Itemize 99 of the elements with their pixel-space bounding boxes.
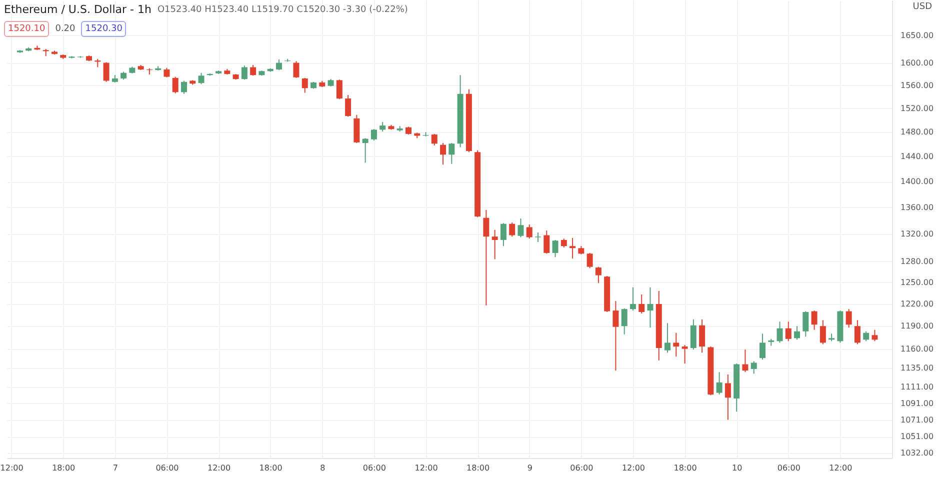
x-tick-label: 9: [527, 464, 532, 472]
y-tick-label: 1560.00: [900, 80, 934, 90]
x-tick-label: 7: [112, 464, 118, 472]
candlestick: [690, 318, 696, 350]
candlestick: [172, 76, 178, 94]
candlestick: [630, 286, 636, 312]
candlestick: [750, 360, 757, 374]
y-tick-label: 1135.00: [900, 364, 934, 373]
candlestick: [664, 322, 671, 354]
y-tick-label: 1220.00: [900, 299, 934, 308]
y-tick-label: 1280.00: [900, 256, 934, 266]
x-tick-label: 18:00: [52, 464, 76, 472]
x-tick-label: 12:00: [0, 464, 24, 472]
x-tick-label: 06:00: [777, 464, 800, 472]
y-tick-label: 1051.00: [900, 432, 934, 442]
y-axis-title: USD: [912, 2, 932, 12]
candlestick: [811, 310, 818, 330]
candlestick: [492, 229, 498, 260]
annotation: 1520.10: [4, 21, 50, 37]
candlestick: [682, 344, 688, 364]
annotation: 1520.30: [81, 21, 126, 37]
candlestick: [276, 58, 282, 71]
candlestick: [181, 80, 187, 94]
candlestick: [509, 222, 516, 238]
x-tick-label: 06:00: [362, 464, 386, 472]
candlestick: [535, 232, 541, 243]
annotation: O1523.40 H1523.40 L1519.70 C1520.30 -3.30 (-0.22%): [157, 4, 408, 17]
candlestick: [362, 138, 368, 164]
candlestick: [724, 374, 731, 420]
candlestick: [759, 333, 766, 360]
y-tick-label: 1250.00: [900, 278, 934, 287]
y-tick-label: 1650.00: [900, 30, 934, 40]
candlestick: [345, 94, 352, 118]
candlestick: [302, 77, 308, 94]
candlestick: [526, 224, 532, 240]
candlestick: [500, 222, 506, 247]
y-tick-label: 1190.00: [900, 322, 934, 331]
candlestick: [250, 64, 256, 76]
y-tick-label: 1071.00: [900, 415, 934, 424]
candlestick: [820, 320, 826, 345]
y-tick-label: 1360.00: [900, 202, 934, 212]
x-tick-label: 18:00: [259, 464, 282, 472]
candlestick: [570, 237, 576, 259]
candlestick: [448, 142, 455, 164]
candlestick: [647, 286, 654, 328]
y-tick-label: 1320.00: [900, 229, 934, 238]
x-tick-label: 12:00: [414, 464, 438, 472]
y-tick-label: 1400.00: [900, 177, 934, 186]
y-tick-label: 1520.00: [900, 104, 934, 113]
candlestick: [846, 308, 852, 328]
candlestick: [544, 230, 550, 254]
chart-title: Ethereum / U.S. Dollar - 1h: [4, 3, 152, 17]
x-tick-label: 18:00: [466, 464, 490, 472]
candlestick: [872, 329, 878, 342]
candlestick: [785, 321, 792, 342]
candlestick: [699, 318, 706, 354]
candlestick: [552, 239, 558, 258]
y-tick-label: 1032.00: [900, 448, 934, 458]
candlestick: [370, 128, 377, 142]
candlestick: [241, 65, 248, 80]
x-tick-label: 12:00: [622, 464, 646, 472]
candlestick: [164, 67, 170, 78]
y-tick-label: 1440.00: [900, 152, 934, 161]
candlestick: [854, 320, 860, 345]
candlestick: [638, 294, 645, 314]
candlestick: [431, 133, 438, 146]
y-tick-label: 1091.00: [900, 398, 934, 408]
x-tick-label: 10: [732, 464, 742, 472]
candlestick: [518, 218, 524, 238]
candlestick: [440, 142, 446, 166]
candlestick: [293, 60, 300, 78]
candlestick: [336, 79, 342, 100]
candlestick: [802, 310, 809, 338]
candlestick: [595, 266, 602, 284]
candlestick: [776, 321, 783, 344]
y-tick-label: 1111.00: [900, 382, 934, 392]
candlestick: [863, 330, 870, 342]
y-tick-label: 1480.00: [900, 128, 934, 137]
candlestick: [673, 332, 680, 358]
x-tick-label: 06:00: [156, 464, 179, 472]
candlestick: [483, 209, 490, 306]
candlestick: [621, 308, 628, 335]
x-tick-label: 8: [320, 464, 326, 472]
x-tick-label: 12:00: [208, 464, 231, 472]
x-tick-label: 18:00: [674, 464, 697, 472]
candlestick: [103, 62, 110, 82]
y-tick-label: 1160.00: [900, 344, 934, 354]
candlestick: [198, 72, 204, 85]
annotation: 0.20: [55, 23, 76, 36]
candlestick: [742, 349, 748, 373]
candlestick: [612, 300, 619, 372]
y-tick-label: 1600.00: [900, 58, 934, 68]
x-tick-label: 12:00: [829, 464, 852, 472]
x-tick-label: 06:00: [570, 464, 594, 472]
candlestick: [716, 372, 722, 395]
candlestick: [380, 121, 386, 132]
candlestick: [586, 252, 593, 269]
candlestick: [794, 326, 800, 340]
candlestick: [354, 114, 360, 144]
